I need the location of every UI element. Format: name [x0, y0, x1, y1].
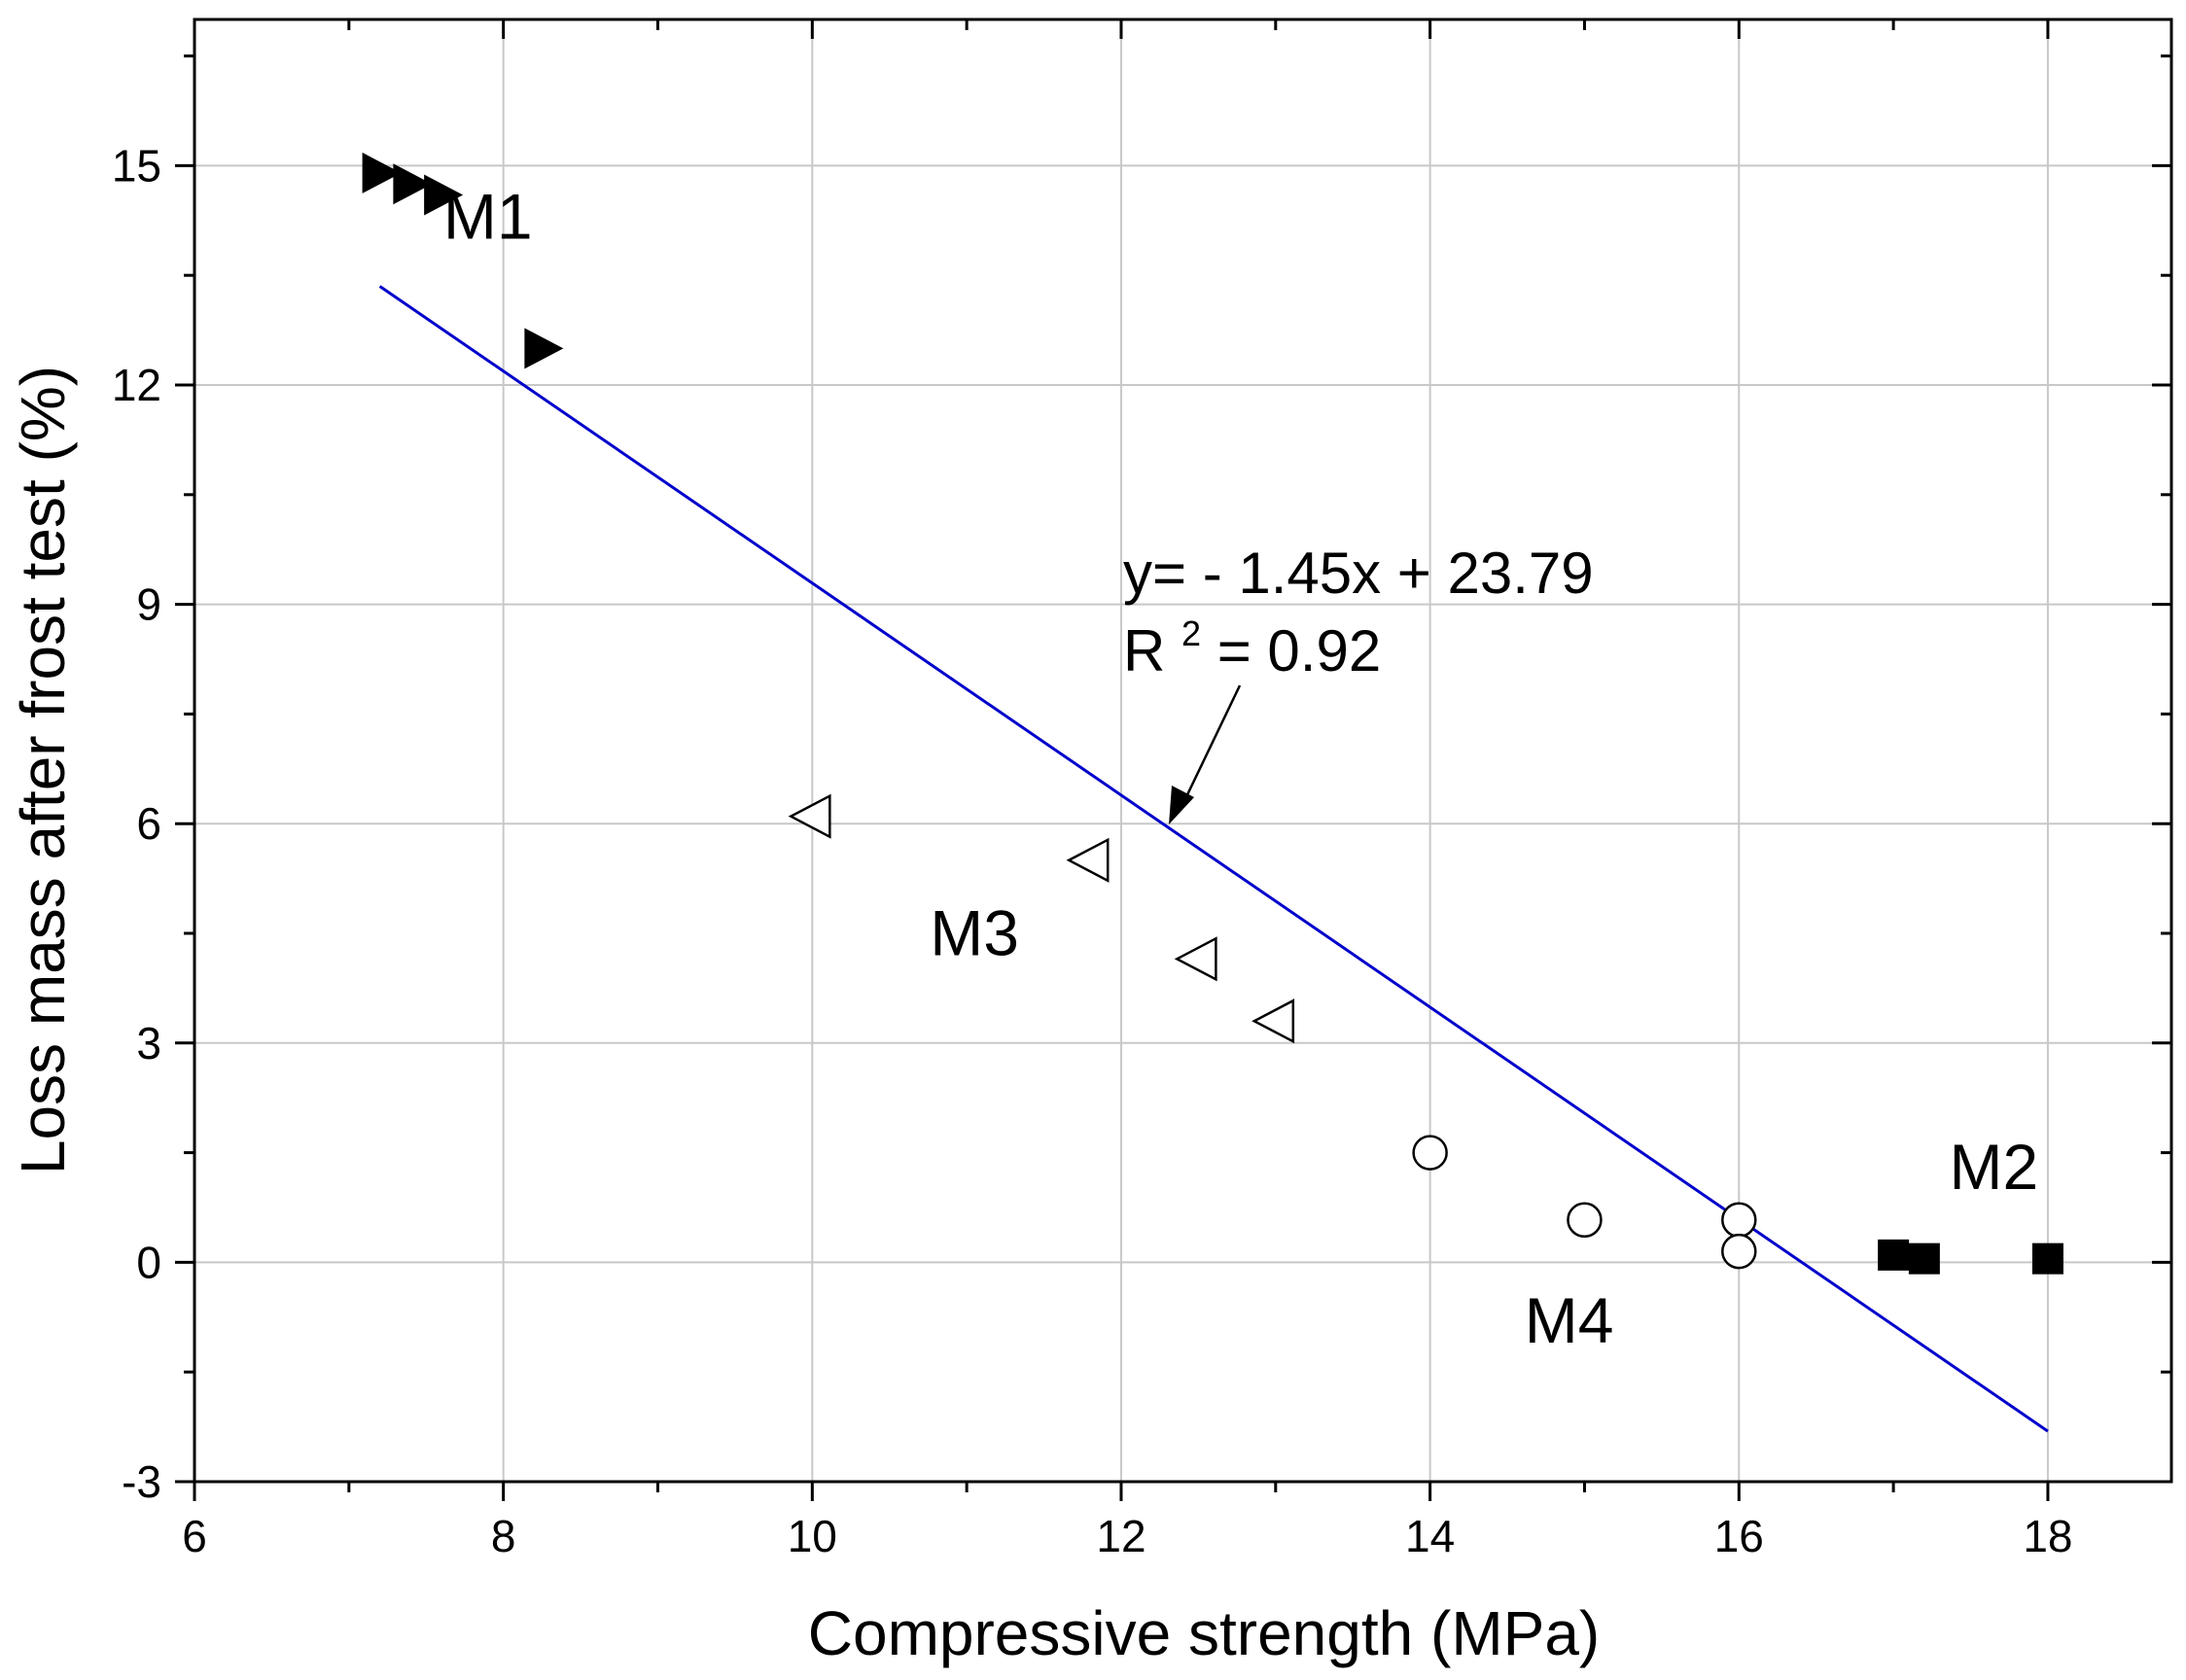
x-tick-label: 6 [182, 1511, 207, 1561]
equation-text: y= - 1.45x + 23.79 [1123, 541, 1594, 606]
series-m3 [788, 793, 1295, 1044]
y-tick-label: 15 [112, 140, 161, 191]
label-layer: y= - 1.45x + 23.79 R 2 = 0.92 Compressiv… [8, 181, 2038, 1668]
y-tick-label: 3 [136, 1018, 161, 1068]
plot-frame [193, 18, 2173, 1484]
x-axis-title: Compressive strength (MPa) [808, 1598, 1600, 1668]
arrow-head [1169, 786, 1194, 824]
point-m1 [524, 328, 564, 369]
point-m2 [2031, 1242, 2063, 1275]
point-m3 [788, 793, 831, 839]
marker-layer [362, 152, 2063, 1275]
x-tick-label: 14 [1405, 1511, 1455, 1561]
x-tick-label: 10 [788, 1511, 837, 1561]
arrow-shaft [1180, 684, 1242, 808]
y-axis-title: Loss mass after frost test (%) [8, 366, 78, 1174]
point-m2 [1878, 1239, 1910, 1271]
y-tick-label: 9 [136, 579, 161, 630]
x-tick-label: 12 [1096, 1511, 1146, 1561]
x-tick-label: 16 [1714, 1511, 1764, 1561]
y-tick-label: 12 [112, 360, 161, 410]
series-m1 [362, 152, 564, 369]
point-m1 [362, 152, 402, 193]
point-m3 [1066, 837, 1110, 883]
group-label-m1: M1 [443, 181, 533, 253]
point-m4 [1721, 1202, 1757, 1239]
axes-layer: 6 8 10 12 14 16 18 -3 0 3 6 9 12 15 [112, 18, 2173, 1561]
equation-arrow [1169, 684, 1242, 824]
series-m2 [1878, 1239, 2063, 1275]
point-m4 [1412, 1135, 1448, 1171]
y-tick-label: 6 [136, 798, 161, 849]
y-tick-label: -3 [122, 1456, 161, 1507]
r-squared-text: R 2 = 0.92 [1123, 593, 1381, 683]
group-label-m2: M2 [1950, 1131, 2039, 1203]
point-m4 [1567, 1202, 1603, 1239]
fit-line-layer [378, 285, 2049, 1433]
series-m4 [1412, 1135, 1757, 1270]
point-m1 [393, 163, 433, 205]
regression-line [378, 285, 2049, 1433]
r-squared-superscript: 2 [1181, 613, 1201, 653]
x-tick-label: 8 [491, 1511, 516, 1561]
point-m4 [1721, 1233, 1757, 1270]
group-label-m3: M3 [930, 897, 1019, 969]
point-m3 [1252, 998, 1295, 1044]
point-m2 [1908, 1242, 1940, 1275]
x-tick-label: 18 [2023, 1511, 2072, 1561]
r-squared-value: = 0.92 [1217, 618, 1382, 683]
point-m3 [1174, 936, 1217, 982]
group-label-m4: M4 [1525, 1284, 1614, 1356]
r-squared-prefix: R [1123, 618, 1165, 683]
point-m1 [424, 174, 464, 216]
y-tick-label: 0 [136, 1237, 161, 1287]
